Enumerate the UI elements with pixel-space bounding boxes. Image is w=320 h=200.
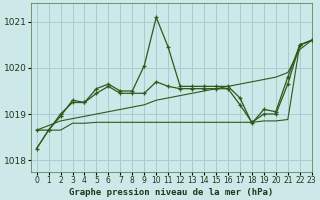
X-axis label: Graphe pression niveau de la mer (hPa): Graphe pression niveau de la mer (hPa) [69, 188, 273, 197]
